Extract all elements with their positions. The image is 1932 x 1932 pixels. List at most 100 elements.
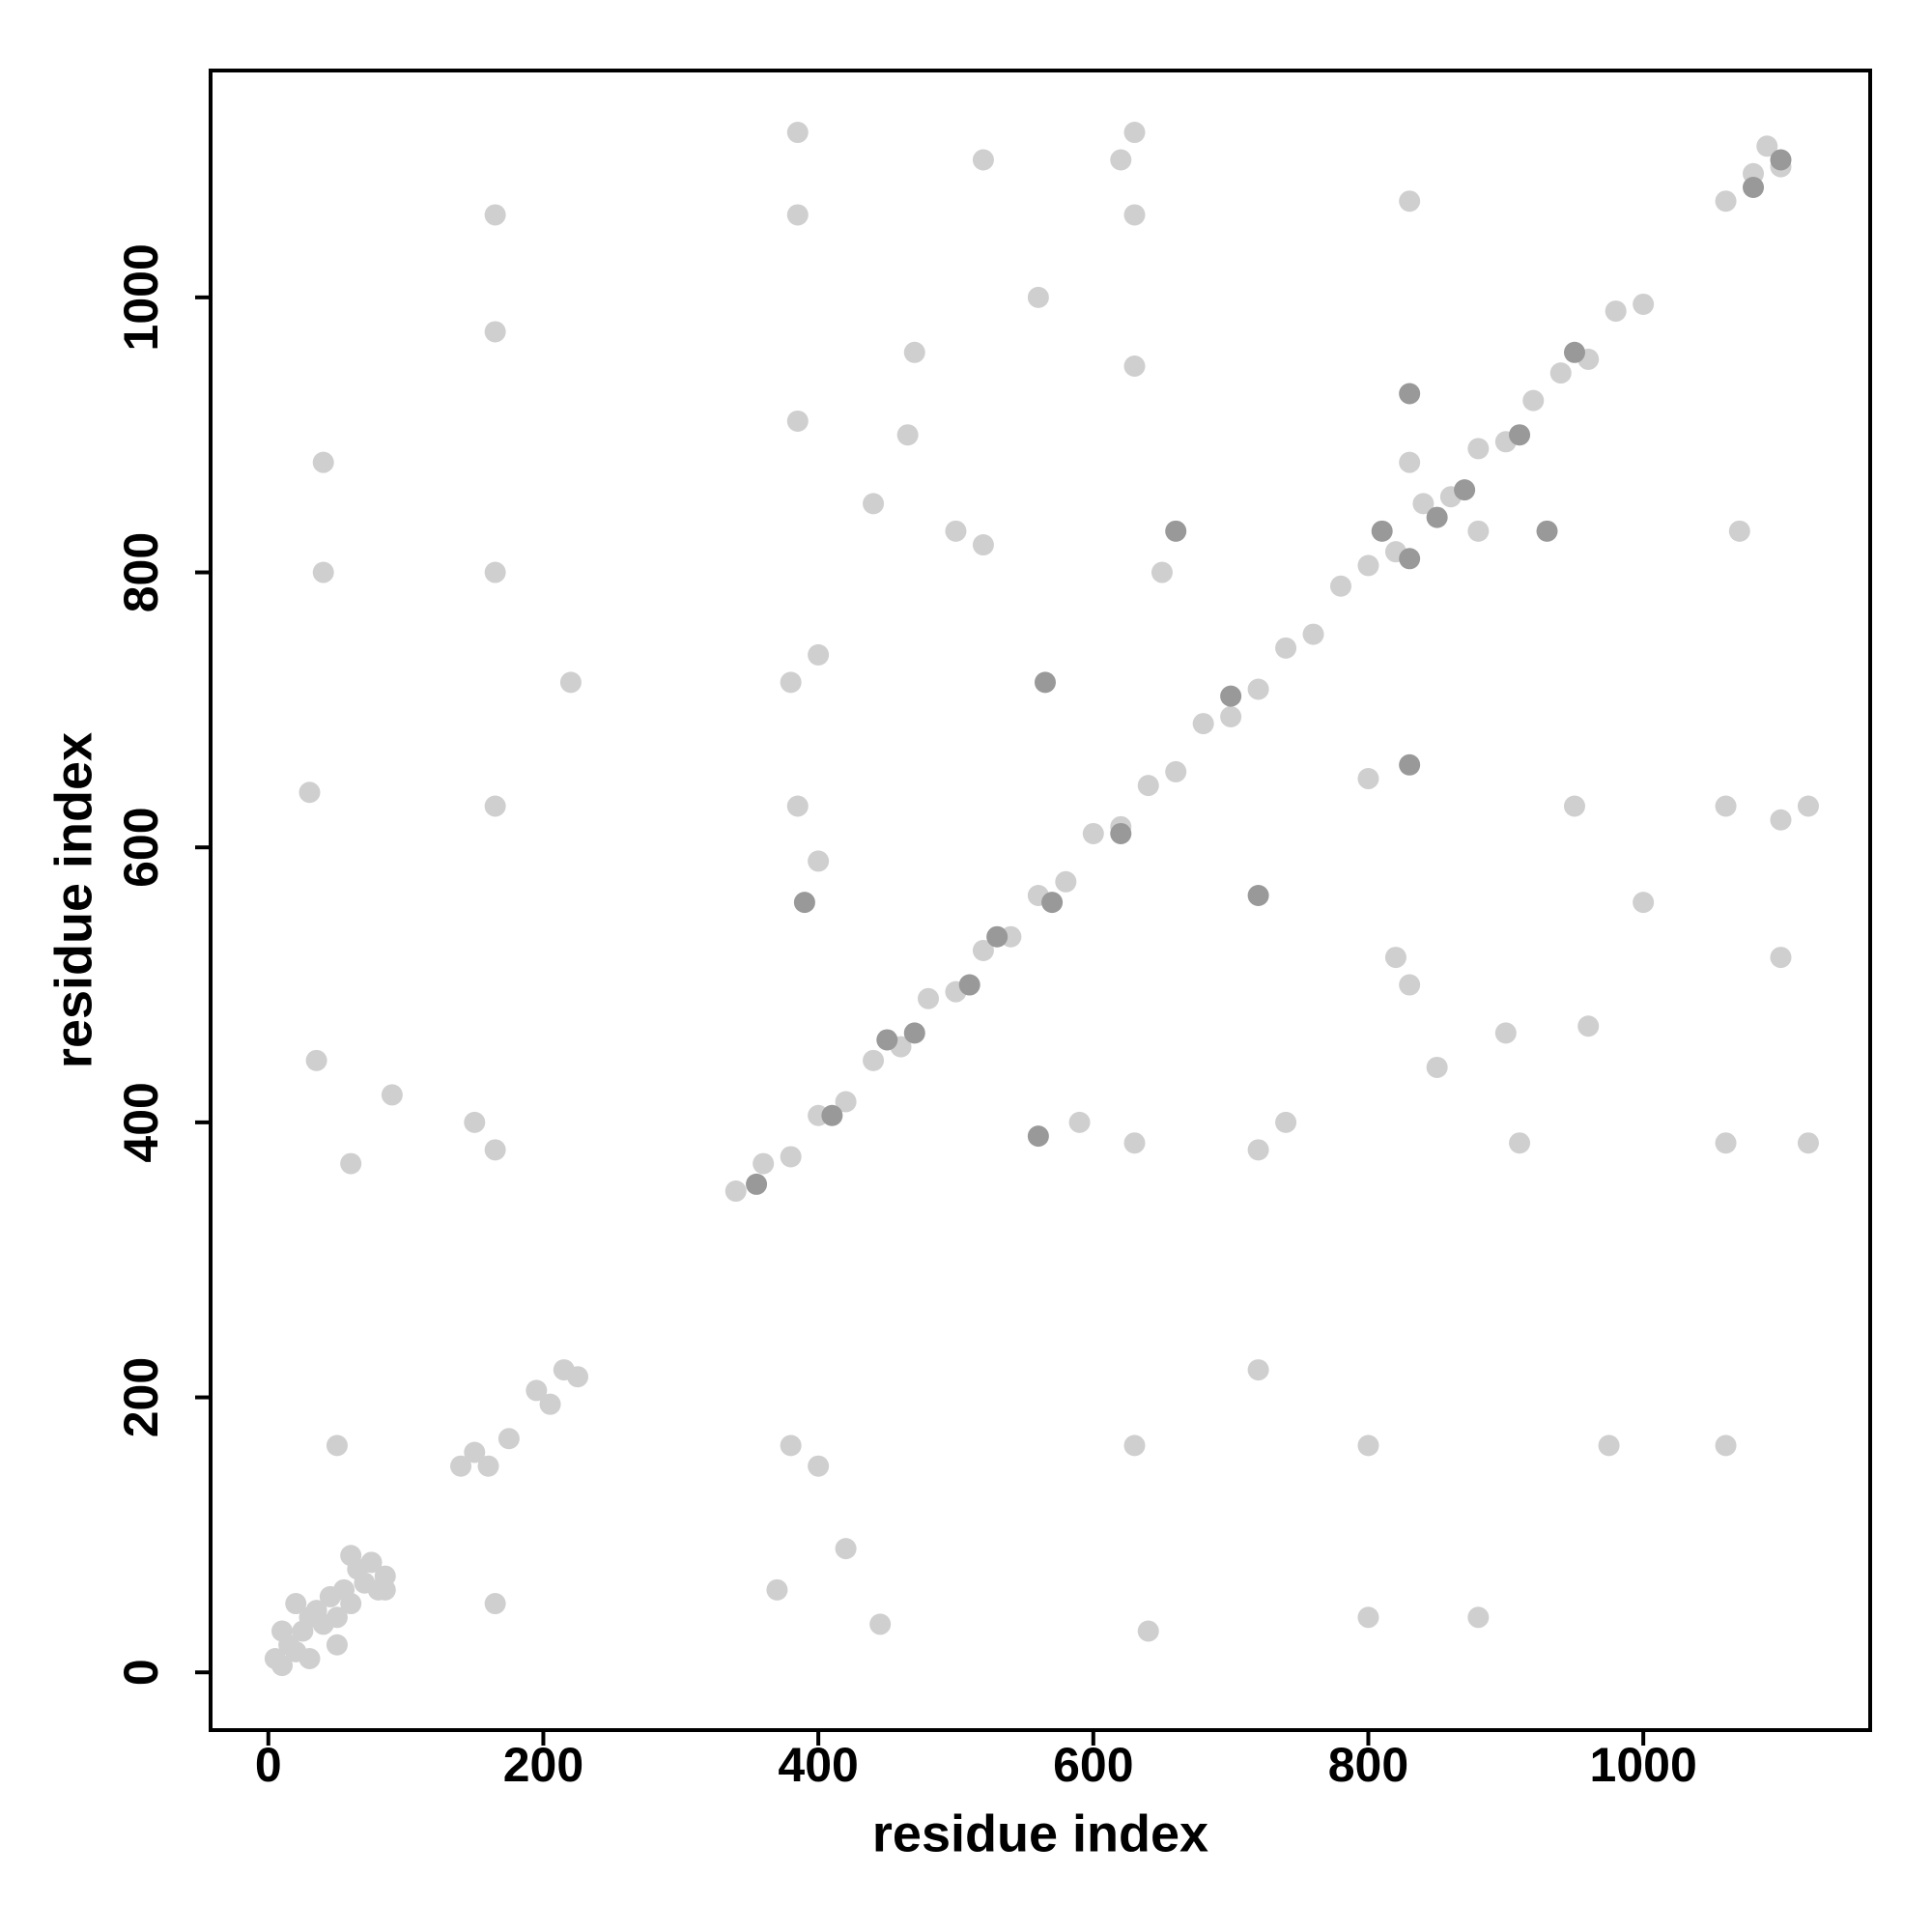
point xyxy=(986,925,1009,948)
point xyxy=(1123,1132,1146,1154)
point xyxy=(972,149,994,171)
x-tick-label: 1000 xyxy=(1590,1738,1697,1792)
point xyxy=(786,410,809,432)
point xyxy=(786,795,809,817)
point xyxy=(1467,438,1490,460)
y-tick-label: 200 xyxy=(114,1357,168,1437)
y-tick-label: 600 xyxy=(114,807,168,887)
point xyxy=(298,1647,321,1669)
plot-frame xyxy=(209,69,1872,1732)
point xyxy=(360,1551,383,1574)
point xyxy=(1068,1111,1091,1133)
point xyxy=(869,1613,892,1635)
point xyxy=(1247,885,1269,907)
point xyxy=(1302,623,1324,645)
point xyxy=(780,1146,802,1168)
point xyxy=(1770,947,1792,969)
point xyxy=(1137,1620,1159,1642)
point xyxy=(340,1152,362,1175)
point xyxy=(484,204,506,226)
point xyxy=(808,850,830,872)
point xyxy=(1247,1359,1269,1381)
point xyxy=(1082,822,1104,844)
point xyxy=(1357,768,1379,790)
point xyxy=(1192,713,1214,735)
point xyxy=(484,795,506,817)
point xyxy=(1563,795,1585,817)
point xyxy=(1123,122,1146,144)
point xyxy=(780,671,802,694)
point xyxy=(1399,753,1421,776)
point xyxy=(766,1578,788,1601)
point xyxy=(312,561,334,583)
y-tick-label: 400 xyxy=(114,1082,168,1162)
point xyxy=(1715,190,1737,213)
x-tick-label: 400 xyxy=(778,1738,858,1792)
point xyxy=(1027,286,1049,308)
point xyxy=(1605,300,1627,323)
point xyxy=(863,1049,885,1071)
point xyxy=(917,987,939,1009)
point xyxy=(1633,293,1655,315)
point xyxy=(526,1379,548,1402)
point xyxy=(1220,705,1242,727)
point xyxy=(876,1029,898,1051)
point xyxy=(1797,1132,1819,1154)
point xyxy=(1743,176,1765,198)
point xyxy=(896,424,919,446)
point xyxy=(1399,190,1421,213)
point xyxy=(1426,1056,1448,1078)
point xyxy=(1756,135,1778,157)
y-axis-title: residue index xyxy=(44,732,102,1068)
point xyxy=(821,1104,843,1126)
point xyxy=(835,1091,857,1113)
point xyxy=(340,1545,362,1567)
point xyxy=(1467,520,1490,542)
point xyxy=(1357,554,1379,577)
point xyxy=(1728,520,1750,542)
point xyxy=(484,561,506,583)
point xyxy=(1536,520,1558,542)
x-tick-label: 0 xyxy=(255,1738,282,1792)
point xyxy=(497,1428,520,1450)
point xyxy=(808,643,830,666)
y-tick-label: 1000 xyxy=(114,243,168,351)
point xyxy=(945,520,967,542)
point xyxy=(1399,383,1421,405)
point xyxy=(1522,389,1545,412)
point xyxy=(1034,671,1056,694)
point xyxy=(835,1538,857,1560)
point xyxy=(1467,1606,1490,1629)
point xyxy=(484,1593,506,1615)
point xyxy=(1123,204,1146,226)
point xyxy=(326,1435,348,1457)
point xyxy=(1371,520,1393,542)
point xyxy=(808,1455,830,1477)
x-tick-label: 600 xyxy=(1053,1738,1133,1792)
point xyxy=(1797,795,1819,817)
point xyxy=(1426,506,1448,528)
point xyxy=(567,1366,589,1388)
point xyxy=(374,1578,396,1601)
point xyxy=(863,493,885,515)
point xyxy=(972,939,994,961)
point xyxy=(1399,451,1421,473)
point xyxy=(1330,575,1352,597)
point xyxy=(1041,892,1064,914)
point xyxy=(1509,424,1531,446)
point xyxy=(903,341,925,363)
point xyxy=(477,1455,499,1477)
point xyxy=(1123,355,1146,378)
point xyxy=(340,1593,362,1615)
point xyxy=(786,204,809,226)
point xyxy=(484,1139,506,1161)
point xyxy=(1715,795,1737,817)
x-tick-label: 200 xyxy=(503,1738,583,1792)
point xyxy=(1412,493,1435,515)
point xyxy=(450,1455,472,1477)
point xyxy=(559,671,582,694)
point xyxy=(271,1655,294,1677)
point xyxy=(271,1620,294,1642)
x-tick-label: 800 xyxy=(1328,1738,1408,1792)
